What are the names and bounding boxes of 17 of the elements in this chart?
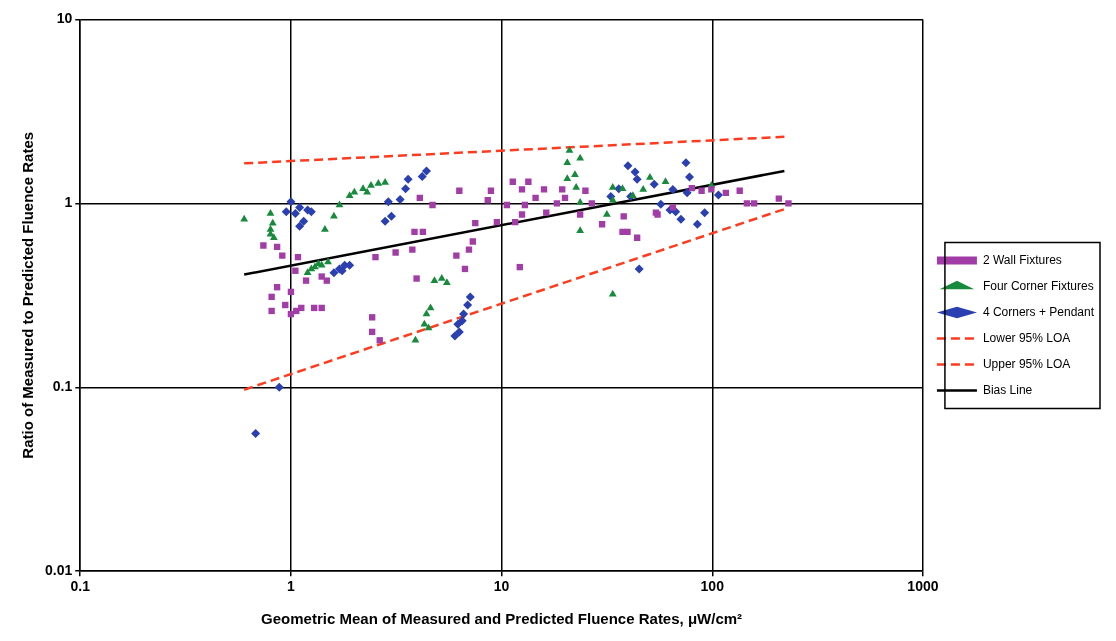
y-tick-label: 1 bbox=[64, 194, 73, 211]
y-tick-label: 10 bbox=[56, 10, 73, 27]
x-tick-label: 1 bbox=[287, 578, 296, 595]
y-tick-label: 0.1 bbox=[52, 378, 73, 395]
x-axis-title: Geometric Mean of Measured and Predicted Fluence Rates, μW/cm² bbox=[261, 610, 743, 628]
x-tick-label: 1000 bbox=[907, 578, 939, 595]
legend-label: 2 Wall Fixtures bbox=[982, 252, 1062, 267]
y-tick-label: 0.01 bbox=[45, 562, 73, 579]
y-axis-title: Ratio of Measured to Predicted Fluence Rates bbox=[19, 131, 37, 459]
x-tick-label: 10 bbox=[493, 578, 510, 595]
x-tick-label: 100 bbox=[700, 578, 725, 595]
legend-label: Upper 95% LOA bbox=[982, 356, 1071, 371]
legend-label: Four Corner Fixtures bbox=[982, 278, 1094, 293]
legend-label: Bias Line bbox=[982, 382, 1033, 397]
legend-label: Lower 95% LOA bbox=[982, 330, 1071, 345]
x-tick-label: 0.1 bbox=[70, 578, 91, 595]
legend-label: 4 Corners + Pendant bbox=[982, 304, 1095, 319]
